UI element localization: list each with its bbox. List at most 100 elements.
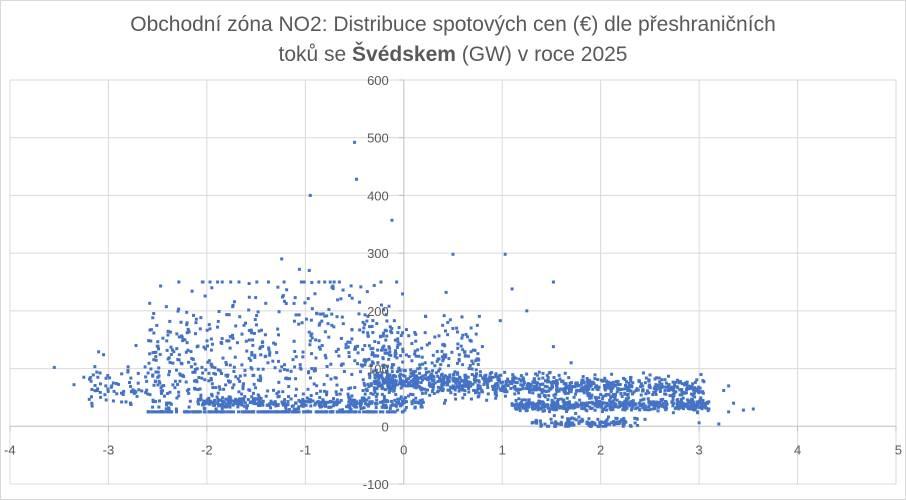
data-point [399,386,403,390]
data-point [486,379,490,383]
data-point [627,381,631,385]
data-point [151,400,155,404]
data-point [697,399,701,403]
data-point [156,410,160,414]
data-point [210,400,214,404]
data-point [227,404,231,408]
data-point [543,409,547,413]
data-point [313,367,317,371]
data-point [290,404,294,408]
x-tick-label: 2 [597,442,604,457]
data-point [318,410,322,414]
data-point [568,417,572,421]
data-point [414,396,418,400]
data-point [302,410,306,414]
data-point [376,348,380,352]
data-point [199,393,203,397]
data-point [82,375,86,379]
data-point [151,398,155,402]
data-point [413,369,417,373]
data-point [574,389,578,393]
data-point [160,391,164,395]
data-point [565,403,569,407]
data-point [519,374,523,378]
data-point [335,403,339,407]
data-point [148,301,152,305]
data-point [224,405,228,409]
data-point [88,376,92,380]
data-point [684,391,688,395]
data-point [452,378,456,382]
data-point [641,371,645,375]
data-point [378,375,382,379]
data-point [453,370,457,374]
data-point [469,350,473,354]
data-point [160,384,164,388]
data-point [386,379,390,383]
data-point [401,331,405,335]
data-point [322,403,326,407]
data-point [253,398,257,402]
data-point [619,391,623,395]
x-tick-label: -2 [201,442,213,457]
data-point [337,354,341,358]
data-point [381,331,385,335]
data-point [611,399,615,403]
x-tick-label: -3 [103,442,115,457]
data-point [309,318,313,322]
data-point [164,305,168,309]
data-point [672,401,676,405]
data-point [244,321,248,325]
data-point [700,404,704,408]
data-point [362,396,366,400]
data-point [654,392,658,396]
data-point [563,388,567,392]
data-point [189,365,193,369]
data-point [406,381,410,385]
data-point [353,359,357,363]
data-point [601,379,605,383]
data-point [157,374,161,378]
data-point [340,388,344,392]
data-point [312,369,316,373]
data-point [704,406,708,410]
data-point [176,357,180,361]
data-point [461,348,465,352]
data-point [695,378,699,382]
data-point [584,404,588,408]
data-point [614,392,618,396]
data-point [623,404,627,408]
data-point [543,384,547,388]
data-point [90,395,94,399]
data-point [268,351,272,355]
data-point [178,372,182,376]
data-point [613,383,617,387]
data-point [324,404,328,408]
data-point [96,375,100,379]
data-point [473,380,477,384]
data-point [284,406,288,410]
data-point [299,367,303,371]
data-point [610,372,614,376]
data-point [430,389,434,393]
data-point [673,383,677,387]
data-point [501,387,505,391]
data-point [534,372,538,376]
data-point [374,354,378,358]
data-point [338,408,342,412]
data-point [476,387,480,391]
data-point [252,331,256,335]
data-point [203,378,207,382]
data-point [563,391,567,395]
data-point [395,280,399,284]
data-point [381,357,385,361]
data-point [396,408,400,412]
data-point [565,401,569,405]
data-point [391,402,395,406]
data-point [336,298,340,302]
data-point [441,375,445,379]
data-point [115,392,119,396]
data-point [172,350,176,354]
data-point [189,350,193,354]
